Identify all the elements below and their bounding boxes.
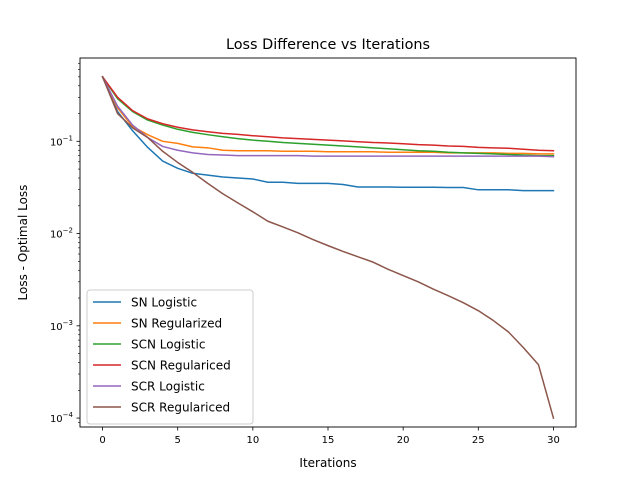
legend-label: SCR Regulariced: [131, 401, 230, 415]
legend-label: SCR Logistic: [131, 380, 205, 394]
y-axis-label: Loss - Optimal Loss: [16, 185, 30, 301]
x-tick-label: 25: [472, 435, 485, 446]
x-tick-label: 5: [175, 435, 181, 446]
y-axis: 10−4 10−3 10−2 10−1: [50, 63, 80, 425]
x-axis: 0 5 10 15 20 25 30: [99, 427, 560, 446]
series-line-3: [101, 75, 555, 157]
x-tick-label: 10: [246, 435, 259, 446]
y-tick-label: 10−2: [50, 227, 73, 241]
legend-box: [86, 289, 254, 425]
legend: SN Logistic SN Regularized SCN Logistic SCN…: [86, 289, 254, 425]
legend-label: SCN Logistic: [131, 338, 205, 352]
x-tick-label: 15: [322, 435, 335, 446]
x-tick-label: 30: [547, 435, 560, 446]
series-line-1: [101, 75, 555, 192]
y-tick-label: 10−3: [50, 319, 73, 333]
series-line-5: [101, 75, 555, 158]
x-tick-label: 0: [99, 435, 105, 446]
x-tick-label: 20: [397, 435, 410, 446]
chart-title: Loss Difference vs Iterations: [226, 37, 430, 53]
y-tick-label: 10−1: [50, 134, 73, 148]
legend-label: SCN Regulariced: [131, 359, 231, 373]
series-line-4: [101, 75, 555, 152]
x-axis-label: Iterations: [299, 456, 356, 470]
legend-label: SN Regularized: [131, 317, 222, 331]
plot-lines: [101, 75, 555, 419]
series-line-6: [101, 75, 555, 419]
legend-label: SN Logistic: [131, 296, 197, 310]
y-tick-label: 10−4: [50, 411, 74, 425]
